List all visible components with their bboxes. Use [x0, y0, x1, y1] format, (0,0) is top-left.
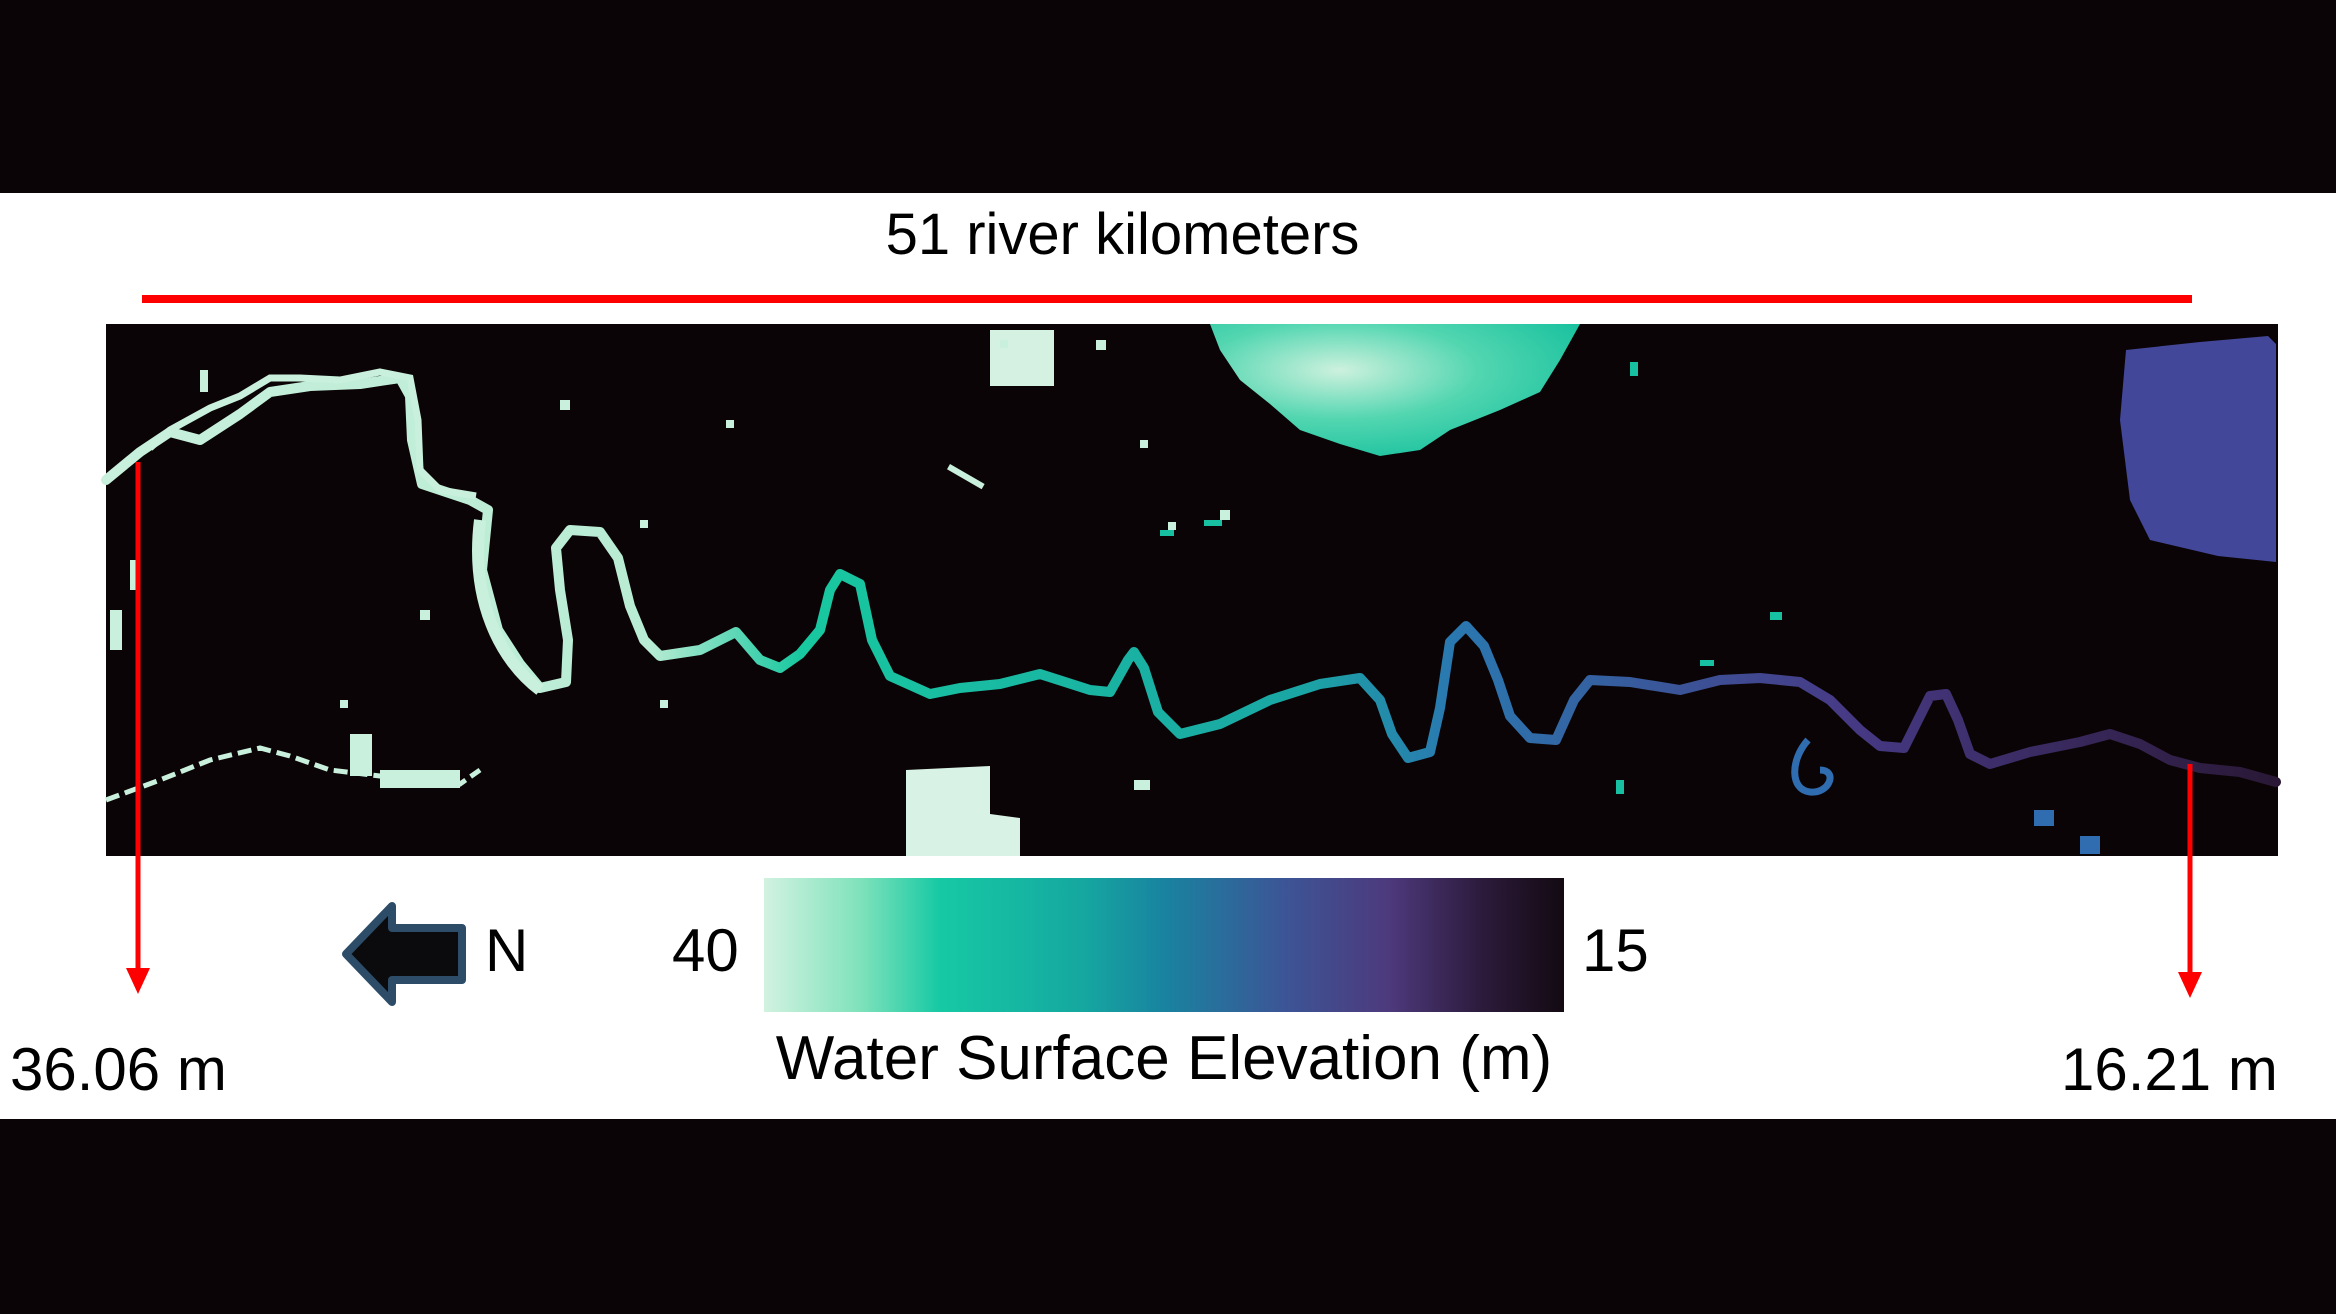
pond-upper-right: [2120, 336, 2276, 562]
top-black-band: [0, 0, 2336, 193]
pond-lower-left: [350, 734, 372, 776]
upstream-elevation-label: 36.06 m: [10, 1036, 227, 1103]
pond-lower-left-2: [380, 770, 460, 788]
colorbar-title: Water Surface Elevation (m): [0, 1028, 2336, 1090]
downstream-pointer-arrowhead: [2178, 972, 2202, 998]
oxbow-loop-left: [472, 519, 544, 695]
upstream-pointer-arrowhead: [126, 968, 150, 994]
pond-lower-center: [906, 766, 1020, 856]
downstream-elevation-label: 16.21 m: [2061, 1036, 2278, 1103]
colorbar-max-label: 40: [672, 917, 739, 984]
pond-upper-left: [990, 330, 1054, 386]
oxbow-loop-right: [1791, 737, 1834, 796]
scattered-teal-pixels: [1160, 362, 1782, 794]
colorbar-title-text: Water Surface Elevation (m): [775, 1024, 1553, 1093]
bottom-black-band: [0, 1119, 2336, 1314]
left-arrow-icon: [342, 902, 466, 1006]
pond-lower-right-2: [2080, 836, 2100, 854]
lake-north: [1210, 324, 1580, 456]
colorbar-min-label: 15: [1582, 917, 1649, 984]
scattered-water-pixels: [110, 340, 1230, 790]
north-label: N: [485, 917, 529, 984]
side-channel-upper-left: [147, 368, 477, 500]
map-area: [106, 324, 2278, 856]
pond-lower-right: [2034, 810, 2054, 826]
colorbar: [764, 878, 1564, 1012]
map-title: 51 river kilometers: [885, 202, 1360, 267]
